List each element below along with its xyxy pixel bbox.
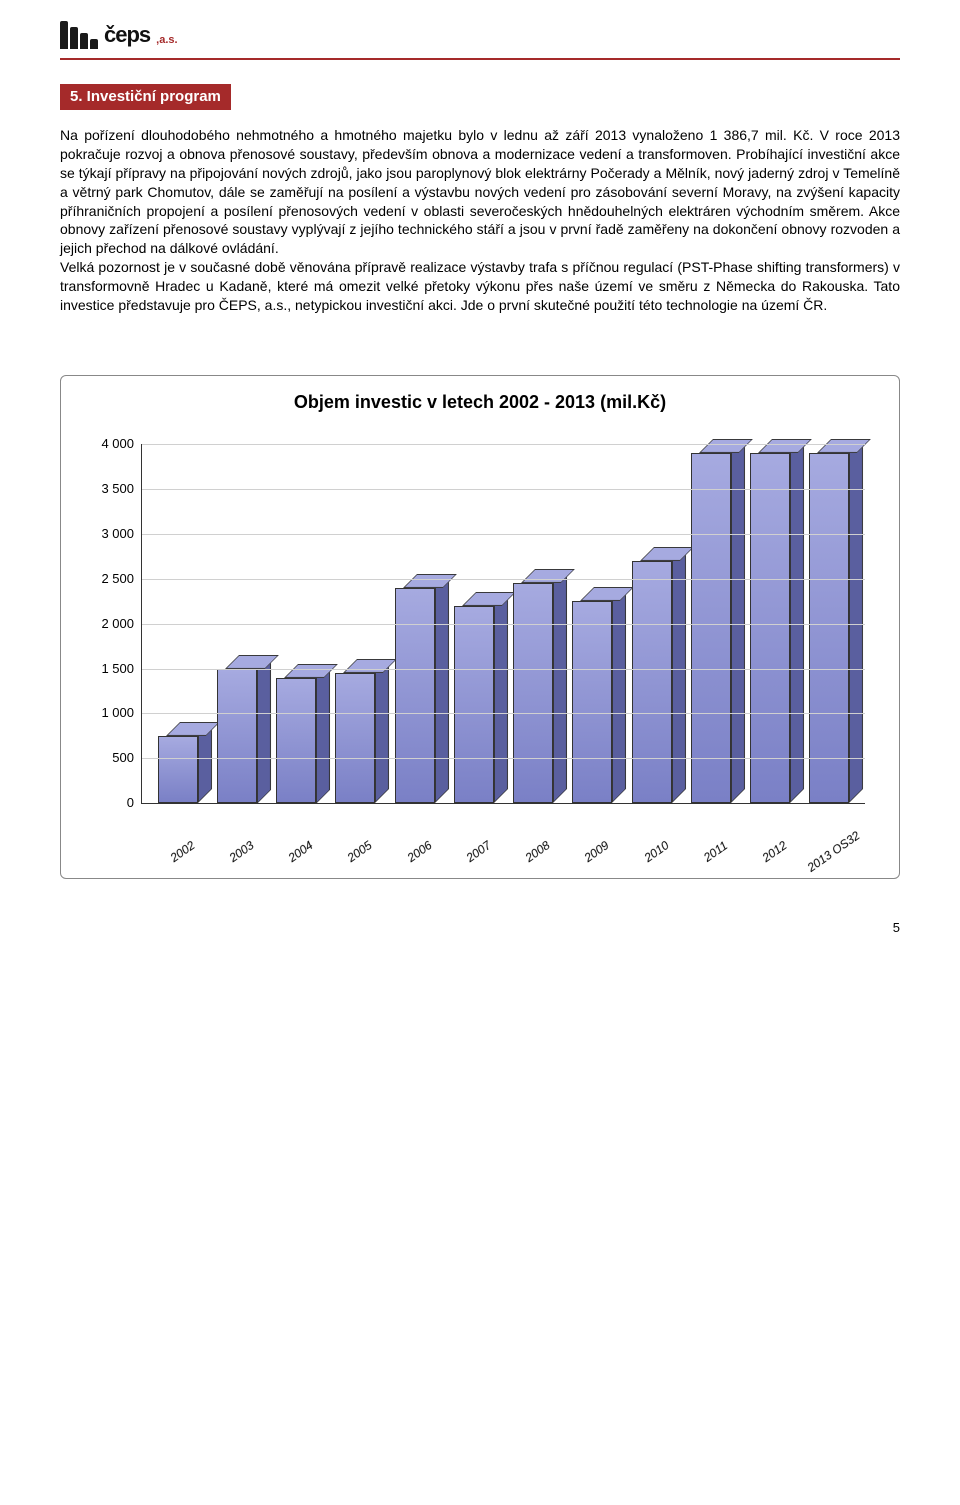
logo-brand: čeps — [104, 20, 150, 50]
xtick-label: 2012 — [759, 837, 790, 866]
ytick-label: 3 500 — [82, 480, 134, 498]
logo: čeps ,a.s. — [60, 20, 900, 50]
paragraph-2: Velká pozornost je v současné době věnov… — [60, 258, 900, 315]
xtick-label: 2010 — [641, 837, 672, 866]
gridline — [142, 624, 865, 625]
investment-chart: Objem investic v letech 2002 - 2013 (mil… — [60, 375, 900, 879]
xtick-label: 2008 — [522, 837, 553, 866]
gridline — [142, 444, 865, 445]
paragraph-1: Na pořízení dlouhodobého nehmotného a hm… — [60, 126, 900, 258]
ytick-label: 1 500 — [82, 660, 134, 678]
body-text: Na pořízení dlouhodobého nehmotného a hm… — [60, 126, 900, 315]
xtick-label: 2011 — [700, 838, 730, 866]
section-heading: 5. Investiční program — [60, 84, 231, 110]
xtick-label: 2006 — [404, 837, 435, 866]
gridline — [142, 579, 865, 580]
header-divider — [60, 58, 900, 60]
xtick-label: 2005 — [344, 837, 375, 866]
chart-plot: 2002 2003 2004 2005 2006 2007 2008 2009 2010 2011… — [75, 444, 885, 864]
ytick-label: 500 — [82, 749, 134, 767]
gridline — [142, 489, 865, 490]
gridline — [142, 758, 865, 759]
xtick-label: 2007 — [463, 837, 494, 866]
xtick-label: 2003 — [226, 837, 257, 866]
xtick-label: 2002 — [167, 837, 198, 866]
xtick-label: 2009 — [581, 837, 612, 866]
plot-area: 2002200320042005200620072008200920102011… — [141, 444, 865, 804]
logo-suffix: ,a.s. — [156, 33, 177, 48]
gridline — [142, 713, 865, 714]
gridline — [142, 534, 865, 535]
gridline — [142, 669, 865, 670]
ytick-label: 4 000 — [82, 435, 134, 453]
ytick-label: 0 — [82, 794, 134, 812]
ytick-label: 2 000 — [82, 615, 134, 633]
page-number: 5 — [60, 919, 900, 937]
ytick-label: 1 000 — [82, 705, 134, 723]
ytick-label: 3 000 — [82, 525, 134, 543]
chart-title: Objem investic v letech 2002 - 2013 (mil… — [75, 390, 885, 414]
xtick-label: 2013 OS32 — [805, 828, 864, 876]
logo-mark — [60, 21, 98, 49]
ytick-label: 2 500 — [82, 570, 134, 588]
xtick-label: 2004 — [285, 837, 316, 866]
